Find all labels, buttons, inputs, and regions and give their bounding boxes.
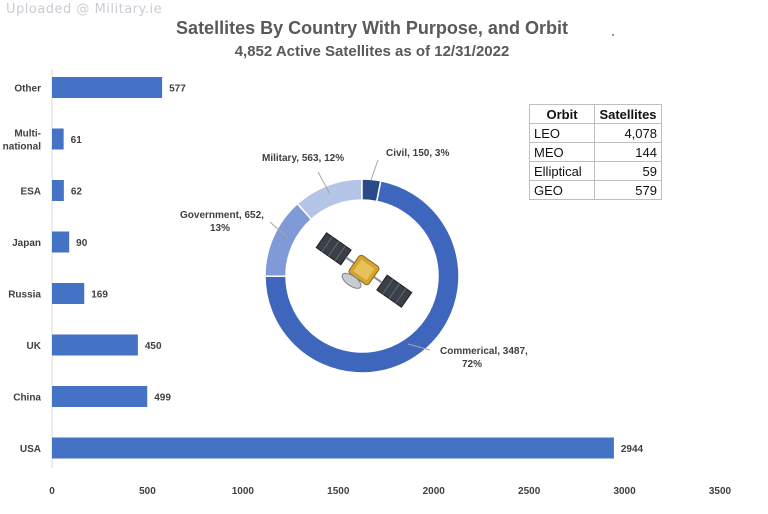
orbit-table: Orbit Satellites LEO 4,078 MEO 144 Ellip… [529,104,662,200]
x-tick-label: 500 [139,486,156,497]
x-tick-label: 2500 [518,486,541,497]
x-tick-label: 2000 [423,486,446,497]
orbit-name: GEO [529,180,595,200]
bar-value-label: 61 [71,135,83,146]
satellites-column-header: Satellites [594,104,662,124]
donut-slice-military [296,178,363,221]
donut-slice-label: Civil, 150, 3% [386,148,449,159]
table-row: GEO 579 [529,180,662,200]
satellite-count: 579 [594,180,662,200]
satellite-count: 4,078 [594,123,662,143]
donut-slice-civil [361,178,382,203]
bar-value-label: 90 [76,238,88,249]
bar-china [52,386,148,407]
orbit-table-header: Orbit Satellites [529,104,662,124]
y-tick-label: ESA [20,187,41,198]
donut-slice-label: Commerical, 3487, [440,346,528,357]
bar-other [52,77,163,98]
donut-slice-label: 13% [210,223,230,234]
table-row: Elliptical 59 [529,161,662,181]
y-tick-label: UK [27,341,42,352]
orbit-column-header: Orbit [529,104,595,124]
leader-line [370,159,379,181]
decorative-dot [612,34,614,36]
table-row: MEO 144 [529,142,662,162]
bar-value-label: 499 [154,393,171,404]
y-tick-label: Other [14,84,41,95]
bar-japan [52,231,70,253]
bar-multi-national [52,128,64,150]
y-tick-label: national [3,142,42,153]
y-tick-label: Multi- [14,129,41,140]
x-tick-label: 0 [49,486,55,497]
bar-value-label: 62 [71,187,83,198]
table-row: LEO 4,078 [529,123,662,143]
bar-russia [52,283,85,304]
leader-line [317,171,331,195]
x-tick-label: 1500 [327,486,350,497]
y-tick-label: Russia [8,290,41,301]
chart-subtitle: 4,852 Active Satellites as of 12/31/2022 [234,43,510,60]
bar-esa [52,180,64,201]
leader-line [269,221,289,239]
satellite-icon [315,232,413,308]
leader-line [407,343,431,351]
bar-value-label: 2944 [621,444,644,455]
x-tick-label: 1000 [232,486,255,497]
donut-slice-label: Military, 563, 12% [262,153,344,164]
satellite-count: 144 [594,142,662,162]
x-tick-label: 3000 [613,486,636,497]
bar-usa [52,437,614,459]
orbit-name: LEO [529,123,595,143]
orbit-name: MEO [529,142,595,162]
y-tick-label: China [13,393,41,404]
orbit-name: Elliptical [529,161,595,181]
donut-slice-label: 72% [462,359,482,370]
bar-value-label: 169 [91,290,108,301]
y-tick-label: Japan [12,238,41,249]
bar-value-label: 577 [169,84,186,95]
x-tick-label: 3500 [709,486,732,497]
donut-slice-commerical [264,179,460,374]
donut-slice-government [264,202,313,278]
satellite-count: 59 [594,161,662,181]
bar-uk [52,334,138,356]
donut-slice-label: Government, 652, [180,210,264,221]
watermark: Uploaded @ Military.ie [6,2,163,17]
y-tick-label: USA [20,444,41,455]
chart-title: Satellites By Country With Purpose, and … [176,18,568,38]
bar-value-label: 450 [145,341,162,352]
